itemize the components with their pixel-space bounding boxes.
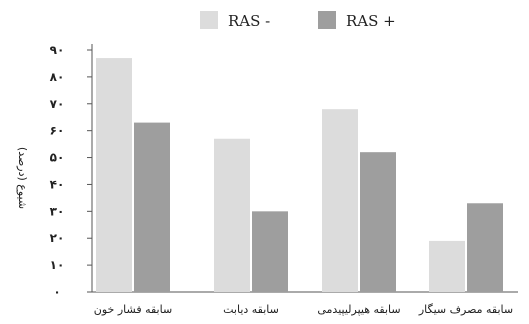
y-tick-label: ۶۰ (50, 124, 65, 138)
y-axis-label: شیوع (درصد) (16, 147, 29, 209)
bar-ras-neg-2 (214, 138, 250, 292)
legend-swatch-ras-neg (200, 11, 218, 29)
y-tick-label: ۱۰ (50, 258, 65, 272)
bar-ras-neg-4 (429, 240, 465, 292)
legend-label: RAS + (346, 12, 396, 30)
x-category-label: سابقه فشار خون (94, 303, 172, 316)
y-tick-label: ۳۰ (50, 204, 65, 218)
y-tick-label: ۸۰ (50, 70, 65, 84)
legend: RAS - RAS + (200, 11, 396, 30)
x-category-label: سابقه مصرف سیگار (418, 303, 513, 316)
bar-ras-neg-1 (96, 58, 132, 292)
bars (96, 58, 503, 293)
y-tick-label: ۷۰ (50, 97, 65, 111)
x-category-labels: سابقه فشار خون سابقه دیابت سابقه هیپرلیپید… (94, 303, 513, 316)
legend-swatch-ras-pos (318, 11, 336, 29)
y-tick-label: ۹۰ (50, 43, 65, 57)
y-tick-label: ۲۰ (50, 231, 65, 245)
y-tick-label: ۰ (53, 285, 60, 299)
y-tick-label: ۵۰ (50, 151, 65, 165)
x-category-label: سابقه هیپرلیپیدمی (317, 303, 400, 316)
legend-label: RAS - (228, 12, 270, 30)
bar-ras-pos-1 (134, 122, 170, 292)
bar-ras-pos-2 (252, 211, 288, 292)
bar-ras-neg-3 (322, 109, 358, 293)
bar-ras-pos-3 (360, 152, 396, 292)
y-tick-labels: ۰ ۱۰ ۲۰ ۳۰ ۴۰ ۵۰ ۶۰ ۷۰ ۸۰ ۹۰ (50, 43, 65, 299)
x-category-label: سابقه دیابت (223, 303, 279, 316)
bar-ras-pos-4 (467, 203, 503, 292)
y-tick-label: ۴۰ (50, 177, 65, 191)
